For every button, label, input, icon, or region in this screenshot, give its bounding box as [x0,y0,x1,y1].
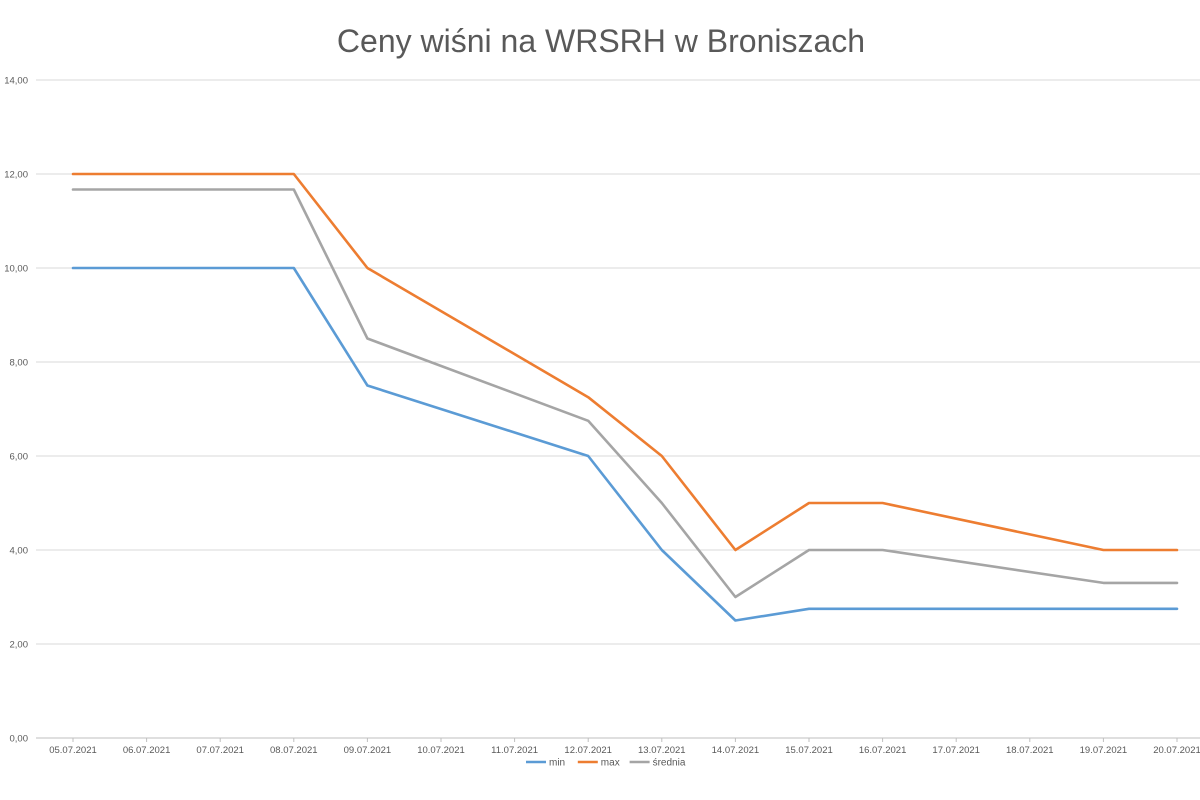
y-tick-label: 12,00 [4,170,28,181]
x-tick-label: 12.07.2021 [564,745,612,756]
legend-label: min [549,758,565,769]
x-tick-label: 19.07.2021 [1080,745,1128,756]
y-tick-label: 0,00 [10,734,29,745]
legend-label: max [601,758,620,769]
y-tick-label: 6,00 [10,452,29,463]
chart-title: Ceny wiśni na WRSRH w Broniszach [337,23,865,59]
x-tick-label: 20.07.2021 [1153,745,1200,756]
x-tick-label: 10.07.2021 [417,745,465,756]
x-tick-label: 06.07.2021 [123,745,171,756]
x-tick-label: 05.07.2021 [49,745,97,756]
legend: min max średnia [526,758,686,769]
x-tick-label: 14.07.2021 [712,745,760,756]
y-tick-label: 14,00 [4,76,28,87]
y-tick-label: 8,00 [10,358,29,369]
legend-label: średnia [653,758,686,769]
y-tick-label: 2,00 [10,640,29,651]
x-tick-label: 09.07.2021 [344,745,392,756]
x-axis-ticks: 05.07.2021 06.07.2021 07.07.2021 08.07.2021… [49,738,1200,756]
x-tick-label: 16.07.2021 [859,745,907,756]
series-line-średnia [71,188,1179,599]
series-line-max [71,172,1179,552]
series-line-min [71,266,1179,622]
x-tick-label: 13.07.2021 [638,745,686,756]
x-tick-label: 07.07.2021 [196,745,244,756]
y-tick-label: 4,00 [10,546,29,557]
y-axis-ticks: 0,00 2,00 4,00 6,00 8,00 10,00 12,00 14,00 [4,76,28,745]
x-tick-label: 08.07.2021 [270,745,318,756]
y-tick-label: 10,00 [4,264,28,275]
gridlines [36,79,1200,739]
x-tick-label: 17.07.2021 [932,745,980,756]
x-tick-label: 11.07.2021 [491,745,538,756]
x-tick-label: 18.07.2021 [1006,745,1054,756]
x-tick-label: 15.07.2021 [785,745,833,756]
series-lines [71,172,1179,622]
